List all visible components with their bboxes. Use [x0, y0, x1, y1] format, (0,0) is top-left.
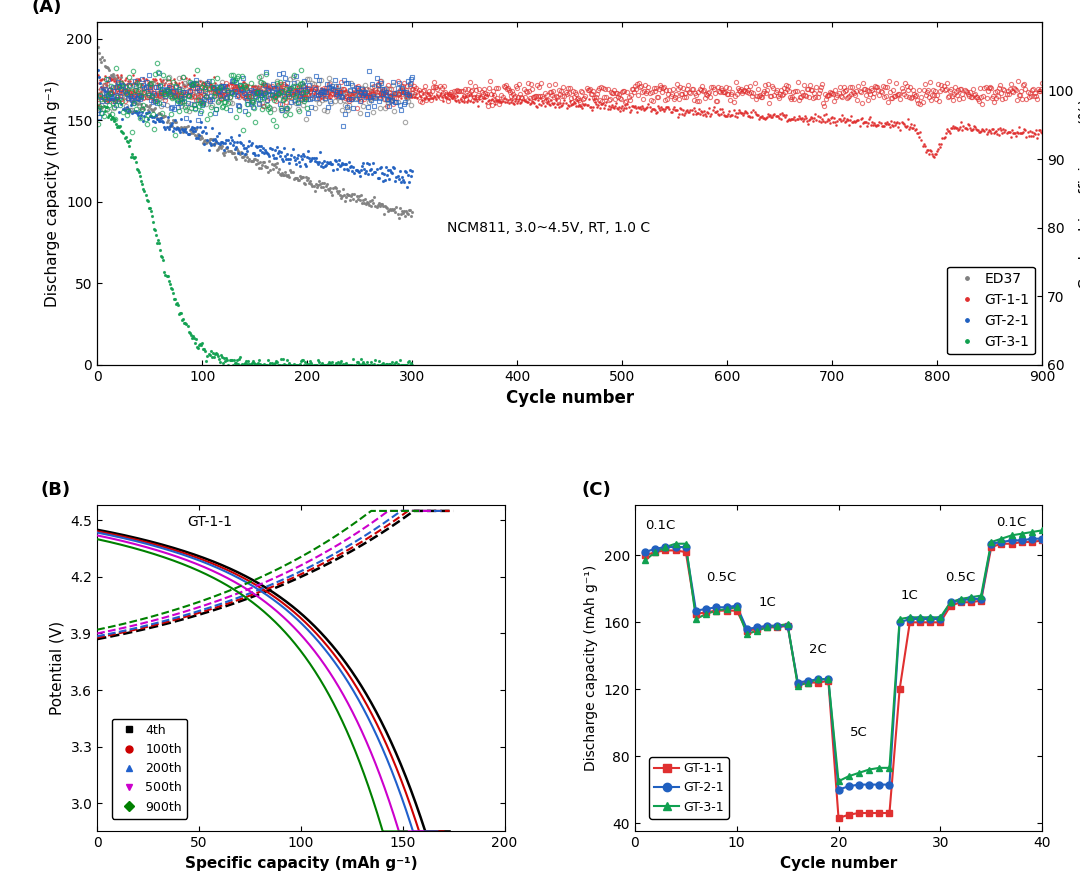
Text: 2C: 2C [809, 643, 827, 656]
Text: 0.1C: 0.1C [997, 516, 1027, 528]
X-axis label: Cycle number: Cycle number [780, 856, 897, 871]
Text: 0.5C: 0.5C [946, 571, 976, 584]
Text: 0.5C: 0.5C [706, 571, 737, 584]
Text: (B): (B) [40, 481, 70, 499]
Text: 0.1C: 0.1C [645, 519, 675, 532]
Text: 1C: 1C [758, 596, 777, 609]
Y-axis label: Potential (V): Potential (V) [50, 621, 65, 715]
Legend: 4th, 100th, 200th, 500th, 900th: 4th, 100th, 200th, 500th, 900th [111, 719, 187, 819]
Y-axis label: Discharge capacity (mAh g⁻¹): Discharge capacity (mAh g⁻¹) [584, 565, 598, 772]
Y-axis label: Discharge capacity (mAh g⁻¹): Discharge capacity (mAh g⁻¹) [45, 80, 60, 307]
Text: NCM811, 3.0~4.5V, RT, 1.0 C: NCM811, 3.0~4.5V, RT, 1.0 C [447, 221, 650, 235]
X-axis label: Specific capacity (mAh g⁻¹): Specific capacity (mAh g⁻¹) [185, 856, 417, 871]
Text: 1C: 1C [901, 589, 919, 603]
Text: 5C: 5C [850, 727, 867, 739]
Legend: GT-1-1, GT-2-1, GT-3-1: GT-1-1, GT-2-1, GT-3-1 [649, 757, 729, 819]
Text: (A): (A) [31, 0, 62, 15]
Text: GT-1-1: GT-1-1 [187, 515, 232, 529]
Text: (C): (C) [582, 481, 611, 499]
X-axis label: Cycle number: Cycle number [505, 389, 634, 408]
Legend: ED37, GT-1-1, GT-2-1, GT-3-1: ED37, GT-1-1, GT-2-1, GT-3-1 [947, 266, 1036, 354]
